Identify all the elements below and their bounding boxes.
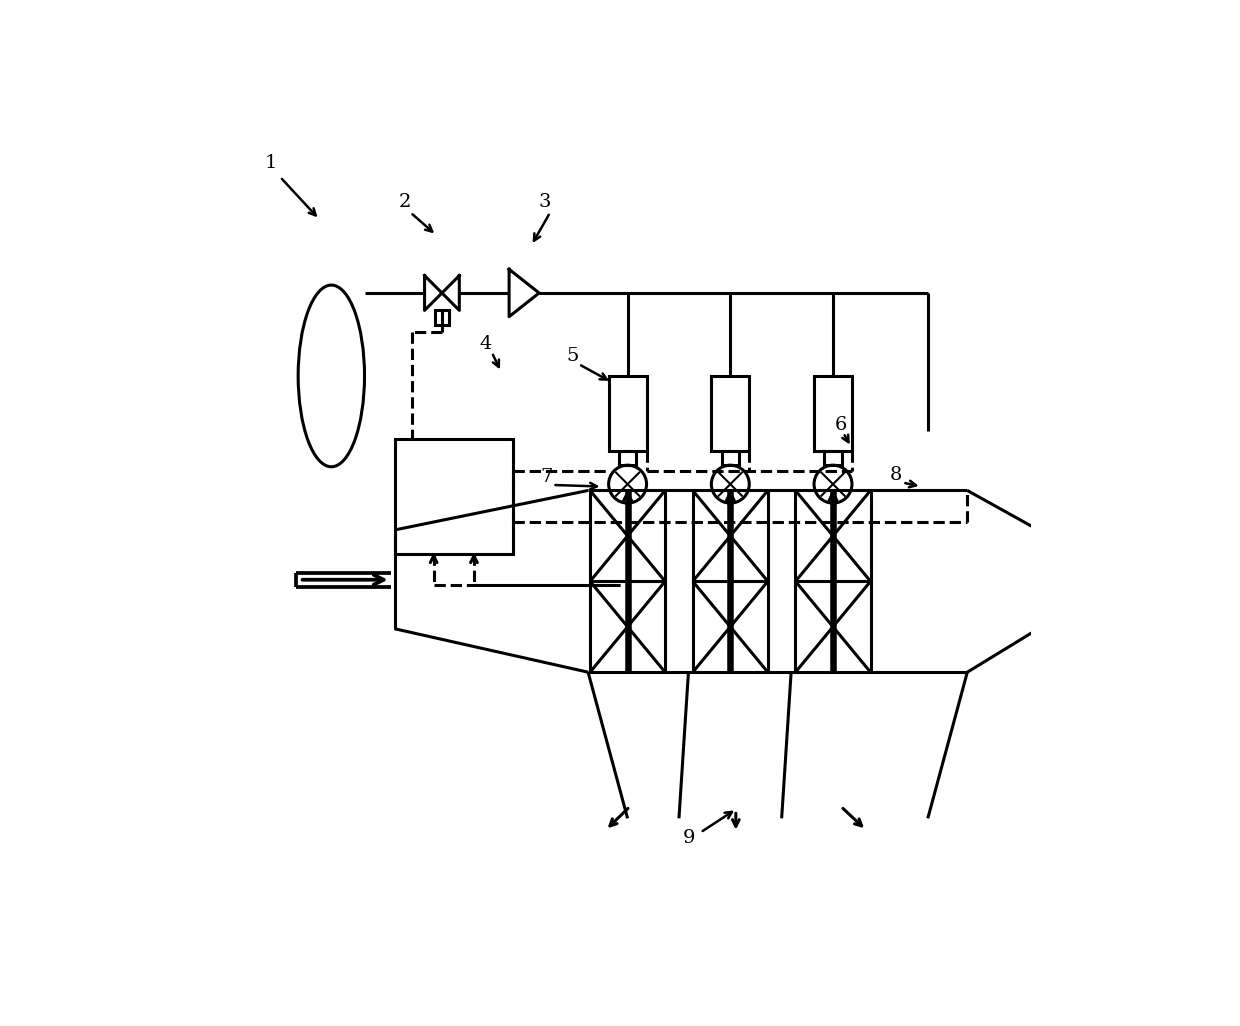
Text: 4: 4 bbox=[479, 336, 491, 353]
Bar bbox=[813, 376, 852, 451]
Text: 6: 6 bbox=[835, 416, 847, 434]
Bar bbox=[722, 451, 739, 465]
Bar bbox=[609, 376, 646, 451]
Bar bbox=[825, 451, 842, 465]
Text: 7: 7 bbox=[541, 468, 553, 486]
Text: 9: 9 bbox=[683, 829, 696, 847]
Text: 2: 2 bbox=[398, 193, 410, 211]
Text: 5: 5 bbox=[567, 347, 579, 365]
Bar bbox=[619, 451, 636, 465]
Text: 8: 8 bbox=[890, 466, 903, 483]
Text: 1: 1 bbox=[264, 154, 277, 171]
Bar bbox=[712, 376, 749, 451]
Bar bbox=[435, 310, 449, 324]
Bar bbox=[394, 439, 513, 554]
Text: 3: 3 bbox=[538, 193, 551, 211]
